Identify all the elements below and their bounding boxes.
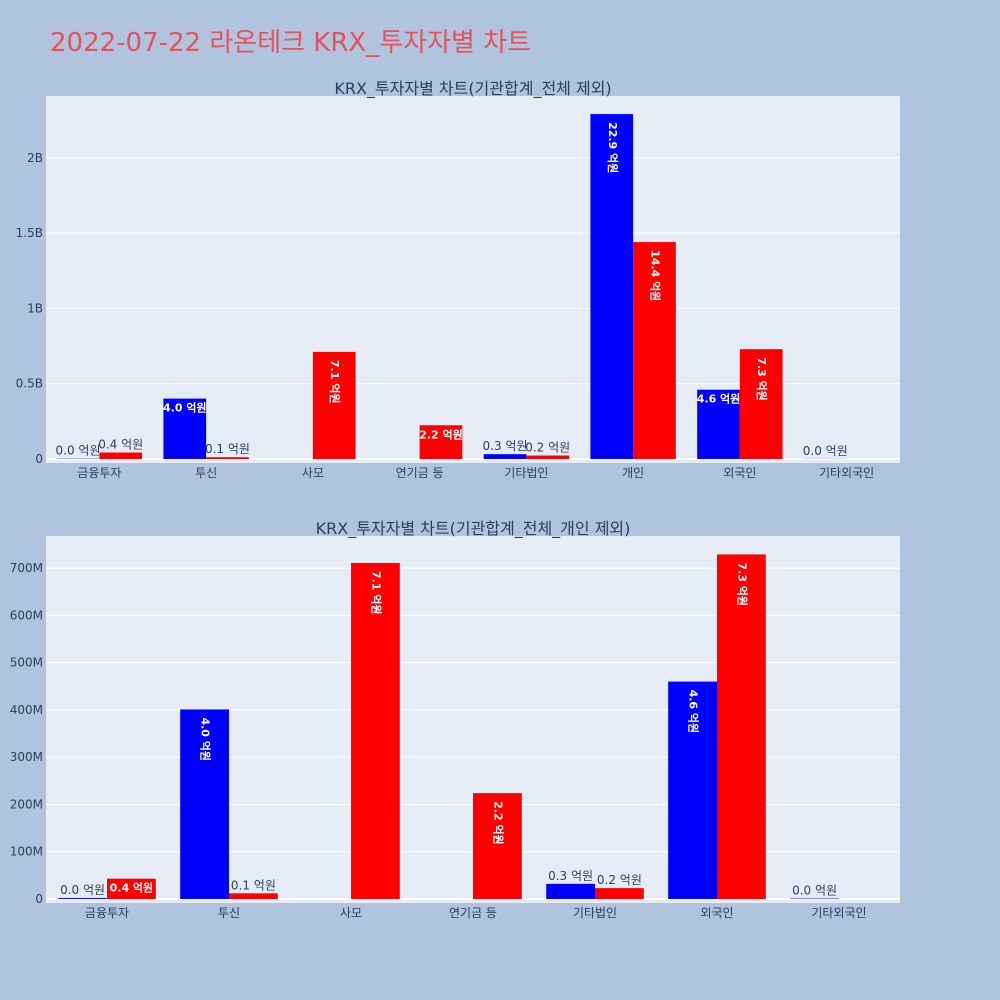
bar [180,709,229,899]
x-tick-label: 투신 [218,906,240,920]
y-tick-label: 100M [10,845,43,859]
data-label: 0.2 억원 [525,441,570,455]
y-tick-label: 1.5B [16,226,43,240]
data-label: 0.4 억원 [110,881,154,895]
bar [58,898,107,899]
bar [739,349,783,459]
bar [595,888,644,899]
subplot-title: KRX_투자자별 차트(기관합계_전체 제외) [334,79,611,99]
bar [206,457,249,459]
data-label: 22.9 억원 [606,122,620,173]
bar [312,351,356,459]
x-tick-label: 개인 [622,466,644,480]
data-label: 7.3 억원 [735,562,749,606]
y-tick-label: 400M [10,703,43,717]
bar [99,452,143,459]
bar [590,114,634,459]
y-tick-label: 0 [35,452,43,466]
bar [163,398,207,459]
x-tick-label: 기타법인 [504,466,548,480]
data-label: 0.3 억원 [548,869,593,883]
data-label: 0.2 억원 [597,873,642,887]
y-tick-label: 0 [35,892,43,906]
data-label: 0.1 억원 [205,442,250,456]
data-label: 2.2 억원 [419,427,463,441]
y-tick-label: 600M [10,608,43,622]
bar [546,883,595,899]
y-tick-label: 300M [10,750,43,764]
bar [697,389,740,459]
subplot-title: KRX_투자자별 차트(기관합계_전체_개인 제외) [316,519,631,539]
bar [668,681,717,899]
chart-2: 0 100M 200M 300M 400M 500M 600M 700M KRX_투자자별 차트… [10,519,900,920]
x-tick-label: 투신 [195,466,217,480]
bar [633,242,676,459]
bar [526,455,570,459]
bar [351,562,400,899]
x-tick-label: 외국인 [700,906,733,920]
data-label: 0.0 억원 [803,444,848,458]
data-label: 4.6 억원 [687,690,701,734]
bar [717,554,766,899]
data-label: 4.0 억원 [163,401,207,415]
chart-1: 0 0.5B 1B 1.5B 2B KRX_투자자별 차트(기관합계_전체 제외) 금융투자… [16,79,900,480]
data-label: 0.0 억원 [792,884,837,898]
y-tick-label: 200M [10,797,43,811]
data-label: 0.0 억원 [56,444,101,458]
x-tick-label: 금융투자 [77,466,121,480]
page-title: 2022-07-22 라온테크 KRX_투자자별 차트 [50,28,532,58]
data-label: 4.6 억원 [697,392,741,406]
x-tick-label: 사모 [340,906,362,920]
data-label: 7.3 억원 [755,357,769,401]
data-label: 7.1 억원 [328,360,342,404]
x-tick-label: 연기금 등 [396,466,444,480]
data-label: 0.1 억원 [231,878,276,892]
x-tick-label: 금융투자 [85,906,129,920]
x-tick-label: 사모 [302,466,324,480]
data-label: 0.3 억원 [483,439,528,453]
y-tick-label: 0.5B [16,377,43,391]
bar [483,454,527,459]
bar [419,425,463,459]
data-label: 0.4 억원 [98,438,143,452]
y-tick-label: 700M [10,561,43,575]
data-label: 7.1 억원 [369,571,383,615]
bar [107,878,156,899]
data-label: 0.0 억원 [60,883,105,897]
x-tick-label: 기타외국인 [819,466,874,480]
x-tick-label: 기타외국인 [811,906,866,920]
data-label: 2.2 억원 [491,801,505,845]
y-tick-label: 1B [27,301,43,315]
y-tick-label: 2B [27,151,43,165]
x-tick-label: 기타법인 [573,906,617,920]
x-tick-label: 외국인 [723,466,756,480]
bar [229,893,278,899]
data-label: 4.0 억원 [199,717,213,761]
y-tick-label: 500M [10,656,43,670]
bar [473,793,522,899]
x-tick-label: 연기금 등 [449,906,497,920]
data-label: 14.4 억원 [648,250,662,301]
